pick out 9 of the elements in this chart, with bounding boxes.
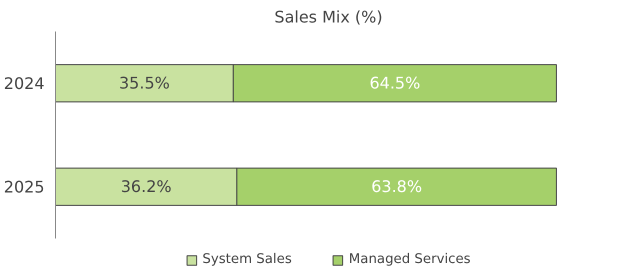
y-tick-label: 2025	[4, 178, 44, 197]
y-tick-label: 2024	[4, 74, 44, 94]
data-label: 64.5%	[369, 74, 420, 93]
data-label: 63.8%	[371, 177, 422, 196]
chart-title: Sales Mix (%)	[274, 8, 383, 26]
data-label: 35.5%	[119, 74, 170, 93]
legend-label: Managed Services	[348, 252, 471, 267]
legend-label: System Sales	[202, 252, 292, 267]
data-label: 36.2%	[120, 177, 172, 196]
